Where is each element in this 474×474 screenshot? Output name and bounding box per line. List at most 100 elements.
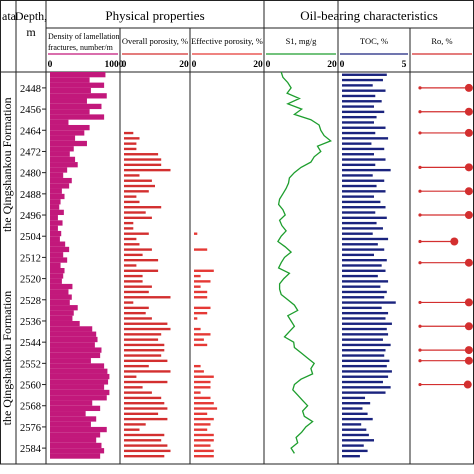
depth-tick-label: 2496 (20, 211, 41, 222)
bar-toc (342, 354, 385, 357)
bar-effective-porosity (194, 338, 204, 341)
bar-density-of-lamellation-fractures-number-m (50, 421, 91, 427)
bar-density-of-lamellation-fractures-number-m (50, 119, 69, 125)
depth-tick-label: 2528 (20, 296, 41, 307)
bar-density-of-lamellation-fractures-number-m (50, 352, 101, 359)
bar-overall-porosity (124, 168, 171, 172)
bar-effective-porosity (194, 423, 211, 426)
bar-toc (342, 211, 376, 214)
ro-base-point (418, 300, 422, 305)
bar-overall-porosity (124, 147, 137, 151)
depth-tick-label: 2552 (20, 359, 41, 370)
bar-effective-porosity (194, 269, 214, 272)
bar-effective-porosity (194, 285, 201, 288)
bar-toc (342, 237, 389, 241)
bar-toc (342, 417, 373, 421)
bar-overall-porosity (124, 179, 152, 182)
bar-density-of-lamellation-fractures-number-m (50, 448, 105, 454)
depth-tick-label: 2560 (20, 381, 41, 392)
bar-density-of-lamellation-fractures-number-m (50, 199, 61, 205)
track-scale-min: 0 (192, 60, 197, 70)
bar-effective-porosity (194, 311, 208, 315)
bar-effective-porosity (194, 412, 208, 415)
bar-density-of-lamellation-fractures-number-m (50, 294, 72, 300)
bar-toc (342, 454, 360, 458)
bar-overall-porosity (124, 428, 140, 431)
bar-density-of-lamellation-fractures-number-m (50, 379, 109, 385)
bar-effective-porosity (194, 391, 201, 394)
bar-toc (342, 89, 386, 92)
bar-toc (342, 73, 387, 76)
depth-header: Depth, (15, 9, 47, 23)
depth-tick-label: 2536 (20, 317, 41, 328)
bar-toc (342, 274, 378, 278)
track-scale-min: 0 (48, 60, 53, 70)
bar-toc (342, 168, 391, 172)
track-title: Overall porosity, % (122, 36, 188, 46)
track-title: TOC, % (360, 36, 388, 46)
bar-density-of-lamellation-fractures-number-m (50, 225, 58, 231)
bar-density-of-lamellation-fractures-number-m (50, 416, 97, 422)
ro-point (450, 237, 459, 246)
ro-base-point (418, 382, 422, 387)
track-title-line: fractures, number/m (48, 43, 114, 52)
bar-overall-porosity (124, 190, 149, 193)
depth-tick-label: 2568 (20, 402, 41, 413)
bar-density-of-lamellation-fractures-number-m (50, 130, 85, 136)
bar-toc (342, 449, 368, 453)
bar-overall-porosity (124, 338, 159, 341)
bar-toc (342, 338, 383, 341)
bar-effective-porosity (194, 290, 208, 294)
bar-density-of-lamellation-fractures-number-m (50, 209, 64, 216)
bar-toc (342, 269, 386, 272)
bar-toc (342, 386, 391, 389)
bar-overall-porosity (124, 142, 137, 145)
bar-density-of-lamellation-fractures-number-m (50, 310, 74, 316)
bar-overall-porosity (124, 417, 168, 421)
bar-toc (342, 380, 383, 384)
bar-density-of-lamellation-fractures-number-m (50, 389, 110, 396)
depth-tick-label: 2488 (20, 190, 41, 201)
bar-toc (342, 407, 363, 410)
ro-point (464, 163, 473, 172)
bar-density-of-lamellation-fractures-number-m (50, 363, 105, 369)
bar-toc (342, 290, 387, 294)
bar-density-of-lamellation-fractures-number-m (50, 326, 93, 332)
bar-overall-porosity (124, 454, 165, 458)
bar-density-of-lamellation-fractures-number-m (50, 305, 78, 311)
bar-overall-porosity (124, 248, 152, 251)
bar-toc (342, 126, 386, 129)
bar-density-of-lamellation-fractures-number-m (50, 289, 69, 295)
bar-density-of-lamellation-fractures-number-m (50, 188, 62, 194)
bar-toc (342, 296, 385, 299)
bar-toc (342, 412, 368, 415)
bar-density-of-lamellation-fractures-number-m (50, 373, 110, 380)
bar-effective-porosity (194, 333, 211, 336)
bar-overall-porosity (124, 354, 162, 357)
bar-density-of-lamellation-fractures-number-m (50, 453, 101, 459)
bar-toc (342, 94, 376, 98)
bar-overall-porosity (124, 359, 168, 363)
track-scale-max: 20 (327, 60, 337, 70)
bar-density-of-lamellation-fractures-number-m (50, 252, 64, 258)
bar-effective-porosity (194, 296, 208, 299)
bar-toc (342, 322, 392, 325)
ro-point (464, 258, 473, 267)
bar-density-of-lamellation-fractures-number-m (50, 331, 97, 337)
bar-overall-porosity (124, 211, 146, 214)
bar-overall-porosity (124, 253, 143, 257)
bar-toc (342, 285, 381, 288)
bar-density-of-lamellation-fractures-number-m (50, 395, 107, 401)
bar-overall-porosity (124, 137, 140, 140)
bar-overall-porosity (124, 221, 134, 225)
bar-overall-porosity (124, 243, 140, 246)
bar-overall-porosity (124, 449, 171, 453)
bar-toc (342, 423, 362, 426)
bar-density-of-lamellation-fractures-number-m (50, 278, 62, 284)
bar-overall-porosity (124, 264, 137, 267)
bar-toc (342, 195, 374, 198)
bar-overall-porosity (124, 269, 159, 272)
bar-overall-porosity (124, 364, 149, 368)
bar-overall-porosity (124, 322, 168, 325)
bar-toc (342, 375, 389, 378)
